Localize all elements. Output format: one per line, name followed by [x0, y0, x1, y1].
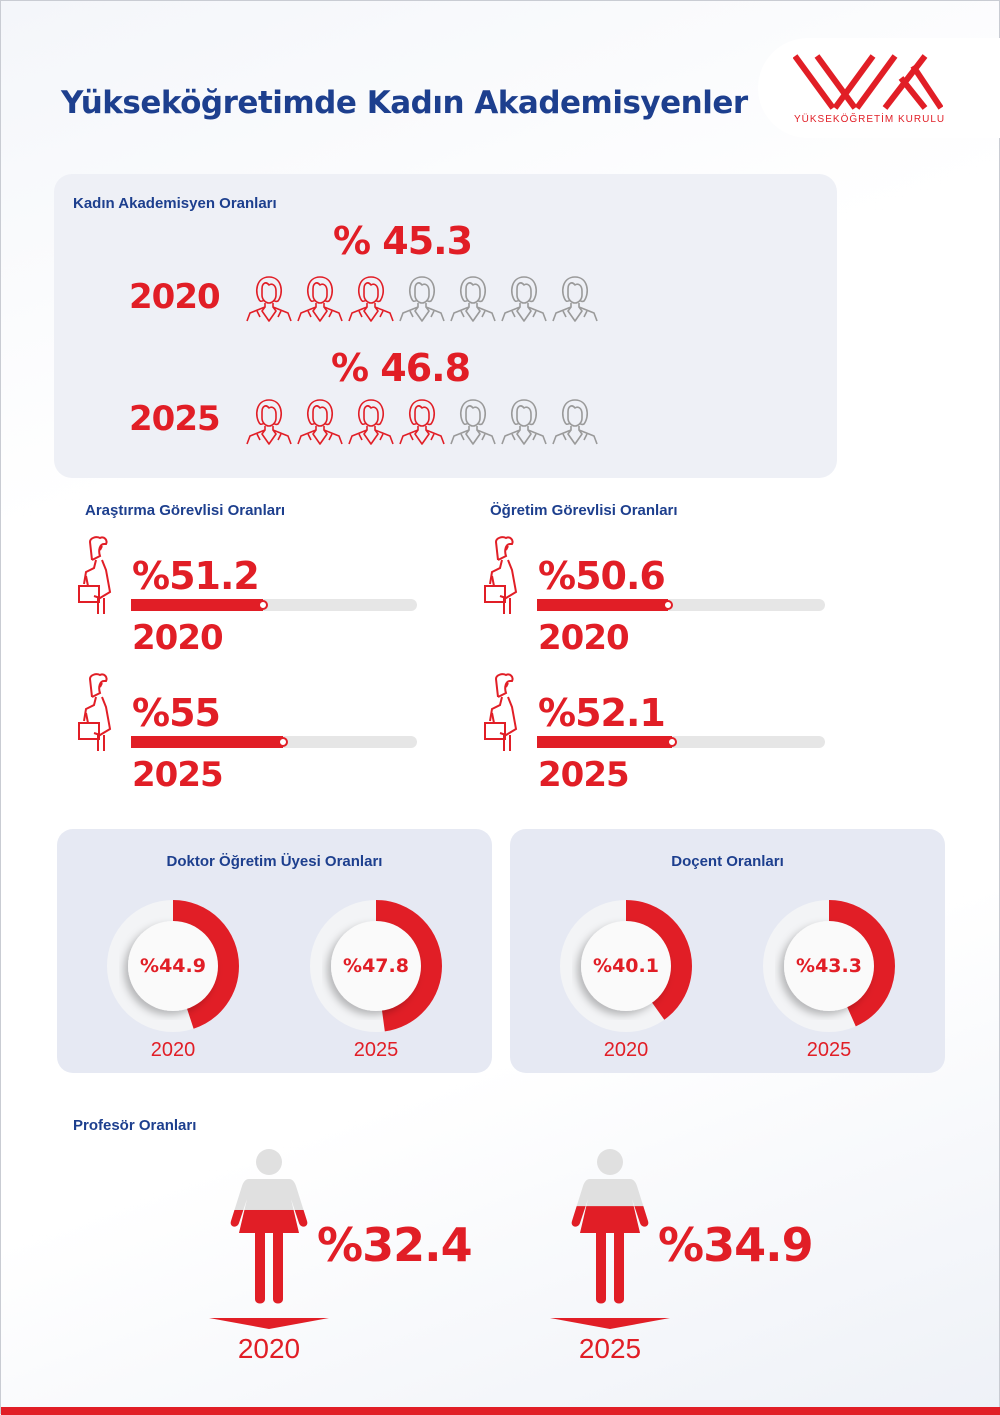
donut-center	[128, 921, 218, 1011]
yok-logo: YÜKSEKÖĞRETİM KURULU	[758, 38, 1000, 138]
donut-arc	[560, 900, 692, 1032]
research-2025-icon-wrap	[78, 673, 126, 757]
page-title: Yükseköğretimde Kadın Akademisyenler	[61, 85, 748, 121]
woman-icon	[552, 399, 598, 445]
woman-icon	[297, 276, 343, 322]
research-2020-bar	[131, 599, 417, 611]
bar-knob	[277, 737, 288, 747]
woman-figure-icon	[230, 1149, 308, 1304]
research-2025-bar	[131, 736, 417, 748]
woman-briefcase-icon	[78, 536, 112, 614]
overall-2020-icons	[244, 273, 600, 323]
assistant-prof-label: Doktor Öğretim Üyesi Oranları	[166, 853, 383, 870]
woman-icon	[450, 276, 496, 322]
assoc_prof-2025-donut: %43.3 2025	[762, 899, 896, 1061]
lecturer-2020-year: 2020	[538, 618, 630, 658]
professor-2020-value: %32.4	[317, 1218, 473, 1272]
woman-icon	[348, 276, 394, 322]
donut-chart	[560, 900, 692, 1032]
donut-center	[784, 921, 874, 1011]
donut-year: 2025	[353, 1039, 399, 1061]
donut-center	[331, 921, 421, 1011]
lecturer-2020-icon-wrap	[484, 536, 532, 620]
lecturer-2025-year: 2025	[538, 755, 630, 795]
bar-knob	[257, 600, 268, 610]
professor-2025-figure	[570, 1149, 650, 1309]
professor-label: Profesör Oranları	[73, 1117, 197, 1134]
lecturer-2020-bar	[537, 599, 825, 611]
bar-fill	[537, 736, 673, 748]
donut-chart	[107, 900, 239, 1032]
woman-icon	[501, 399, 547, 445]
overall-panel	[54, 174, 837, 478]
overall-2025-value: % 46.8	[331, 346, 471, 390]
woman-briefcase-icon	[78, 673, 112, 751]
donut-center	[581, 921, 671, 1011]
lecturer-2025-value: %52.1	[538, 691, 666, 735]
research-label: Araştırma Görevlisi Oranları	[85, 502, 286, 519]
bar-knob	[667, 737, 678, 747]
bar-knob	[663, 600, 674, 610]
woman-icon	[246, 276, 292, 322]
arrow-down-icon	[550, 1315, 670, 1334]
lecturer-label: Öğretim Görevlisi Oranları	[490, 502, 678, 519]
woman-icon	[399, 399, 445, 445]
donut-chart	[310, 900, 442, 1032]
research-2025-value: %55	[132, 691, 221, 735]
donut-arc	[763, 900, 895, 1032]
bar-fill	[131, 736, 283, 748]
bar-fill	[131, 599, 263, 611]
logo-text: YÜKSEKÖĞRETİM KURULU	[794, 114, 946, 125]
woman-icon	[246, 399, 292, 445]
donut-chart	[763, 900, 895, 1032]
bar-fill	[537, 599, 669, 611]
research-2025-year: 2025	[132, 755, 224, 795]
overall-2025-year: 2025	[129, 399, 221, 439]
assoc-prof-label: Doçent Oranları	[671, 853, 784, 870]
woman-icon	[348, 399, 394, 445]
woman-icon	[552, 276, 598, 322]
overall-label: Kadın Akademisyen Oranları	[73, 195, 277, 212]
professor-2025-year: 2025	[578, 1333, 642, 1364]
woman-icon	[450, 399, 496, 445]
donut-arc	[107, 900, 239, 1032]
yok-logo-mark-icon	[793, 54, 943, 110]
woman-figure-icon	[571, 1149, 649, 1304]
lecturer-2025-icon-wrap	[484, 673, 532, 757]
bottom-stripe	[1, 1407, 1000, 1415]
woman-icon	[297, 399, 343, 445]
professor-2020-year: 2020	[237, 1333, 301, 1364]
overall-2020-value: % 45.3	[333, 219, 473, 263]
woman-briefcase-icon	[484, 536, 518, 614]
professor-2025-value: %34.9	[658, 1218, 814, 1272]
donut-value: %40.1	[593, 955, 659, 977]
professor-2020-figure	[229, 1149, 309, 1309]
woman-icon	[399, 276, 445, 322]
research-2020-year: 2020	[132, 618, 224, 658]
donut-year: 2020	[603, 1039, 649, 1061]
woman-briefcase-icon	[484, 673, 518, 751]
overall-2025-icons	[244, 396, 600, 446]
donut-arc	[310, 900, 442, 1032]
woman-icon	[501, 276, 547, 322]
donut-value: %47.8	[343, 955, 409, 977]
arrow-down-icon	[209, 1315, 329, 1334]
lecturer-2020-value: %50.6	[538, 554, 666, 598]
research-2020-value: %51.2	[132, 554, 260, 598]
assistant_prof-2025-donut: %47.8 2025	[309, 899, 443, 1061]
overall-2020-year: 2020	[129, 277, 221, 317]
donut-year: 2025	[806, 1039, 852, 1061]
donut-value: %43.3	[796, 955, 862, 977]
assistant_prof-2020-donut: %44.9 2020	[106, 899, 240, 1061]
donut-year: 2020	[150, 1039, 196, 1061]
lecturer-2025-bar	[537, 736, 825, 748]
donut-value: %44.9	[140, 955, 206, 977]
research-2020-icon-wrap	[78, 536, 126, 620]
assoc_prof-2020-donut: %40.1 2020	[559, 899, 693, 1061]
